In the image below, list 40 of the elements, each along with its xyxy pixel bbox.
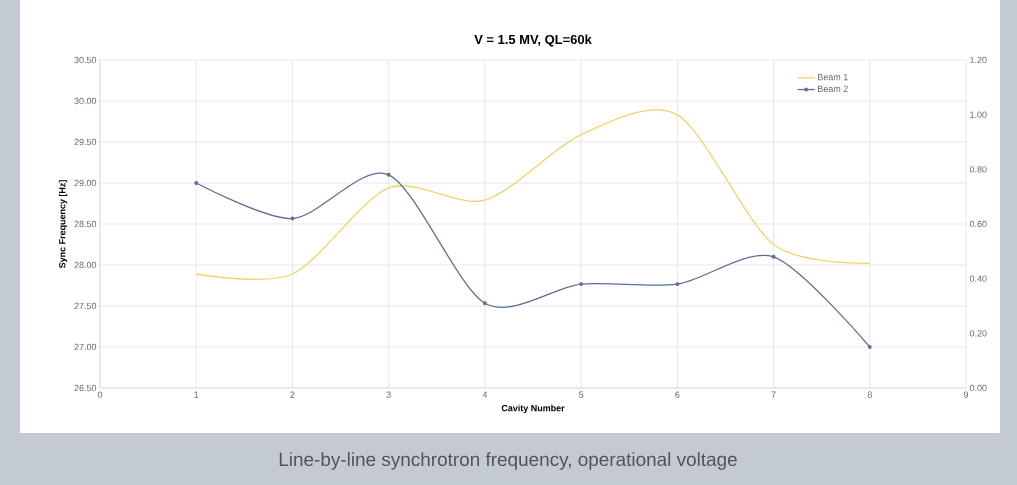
x-tick-label: 2 xyxy=(290,391,295,398)
x-tick-label: 7 xyxy=(771,391,776,398)
x-tick-label: 9 xyxy=(963,391,969,398)
y-tick-label: 28.00 xyxy=(74,261,97,269)
point xyxy=(290,216,295,221)
x-tick-label: 6 xyxy=(675,391,680,398)
chart-title: V = 1.5 MV, QL=60k xyxy=(474,34,592,47)
y2-tick-label: 1.20 xyxy=(970,56,987,64)
y2-tick-label: 0.60 xyxy=(969,220,987,228)
y-tick-label: 27.50 xyxy=(74,302,97,310)
x-tick-label: 3 xyxy=(386,391,391,398)
x-tick-label: 1 xyxy=(194,391,199,398)
x-tick-label: 5 xyxy=(578,391,584,398)
y2-tick-label: 0.20 xyxy=(969,330,987,337)
point xyxy=(867,345,872,349)
legend-label: Beam 1 xyxy=(818,74,848,81)
legend-label: Beam 2 xyxy=(818,85,848,93)
y2-tick-label: 0.40 xyxy=(969,275,987,282)
y-tick-label: 27.00 xyxy=(74,343,97,351)
point xyxy=(482,301,487,306)
y-tick-label: 29.00 xyxy=(74,179,97,187)
point xyxy=(194,181,199,185)
point xyxy=(771,254,776,259)
y-tick-label: 29.50 xyxy=(74,138,97,146)
x-tick-label: 8 xyxy=(867,391,872,398)
y-tick-label: 26.50 xyxy=(74,384,97,392)
y-tick-label: 30.50 xyxy=(74,56,97,64)
y2-tick-label: 1.00 xyxy=(970,111,987,118)
y-axis-title: Sync Frequency [Hz] xyxy=(58,180,68,269)
point xyxy=(386,172,391,177)
x-axis-title: Cavity Number xyxy=(501,404,565,414)
y2-tick-label: 0.00 xyxy=(969,384,987,392)
x-tick-label: 0 xyxy=(97,391,103,398)
y-tick-label: 30.00 xyxy=(74,97,97,105)
text: Line-by-line synchrotron frequency, operational voltage xyxy=(279,452,737,470)
y2-tick-label: 0.80 xyxy=(969,166,987,173)
point xyxy=(675,282,680,287)
y-tick-label: 28.50 xyxy=(74,220,97,228)
x-tick-label: 4 xyxy=(482,391,488,398)
point xyxy=(579,282,584,287)
